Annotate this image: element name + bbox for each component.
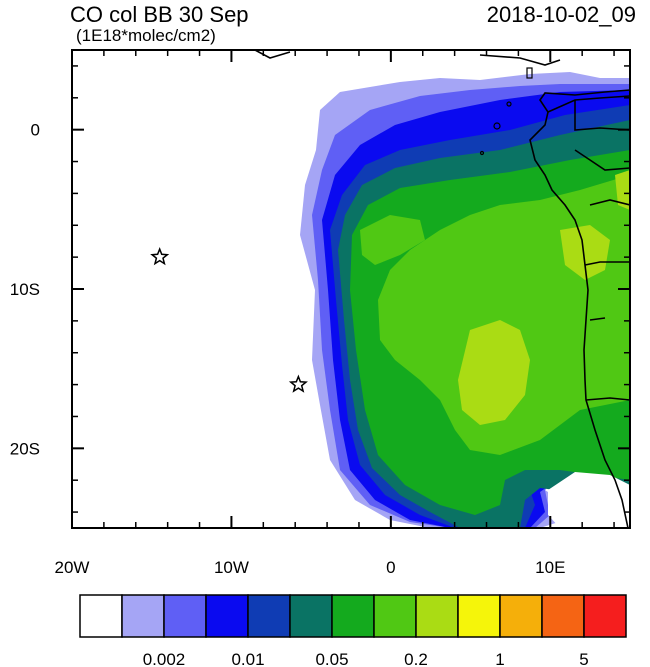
colorbar-label: 0.01 — [231, 650, 264, 667]
islands — [479, 67, 533, 156]
co-column-field — [300, 72, 630, 528]
colorbar-swatch — [205, 594, 249, 638]
star-marker-2 — [288, 374, 308, 393]
star-markers — [150, 247, 308, 393]
map-title: CO col BB 30 Sep — [70, 2, 249, 27]
colorbar-label: 5 — [579, 650, 588, 667]
colorbar-swatch — [373, 594, 417, 638]
colorbar-swatch — [247, 594, 291, 638]
x-tick-label: 20W — [55, 558, 90, 577]
colorbar-swatch — [541, 594, 585, 638]
y-tick-label: 0 — [31, 121, 40, 140]
colorbar-swatch — [289, 594, 333, 638]
x-tick-label: 10E — [535, 558, 565, 577]
axis-ticks: 20W 10W 0 10E 0 10S 20S — [10, 50, 630, 577]
colorbar: 0.002 0.01 0.05 0.2 1 5 — [79, 594, 627, 667]
colorbar-label: 0.002 — [143, 650, 186, 667]
colorbar-label: 1 — [495, 650, 504, 667]
coastlines — [254, 50, 630, 528]
colorbar-swatch — [121, 594, 165, 638]
x-tick-label: 0 — [386, 558, 395, 577]
colorbar-swatch — [457, 594, 501, 638]
colorbar-label: 0.05 — [315, 650, 348, 667]
y-tick-label: 10S — [10, 280, 40, 299]
colorbar-swatch — [79, 594, 123, 638]
colorbar-swatch — [415, 594, 459, 638]
x-tick-label: 10W — [214, 558, 249, 577]
units-label: (1E18*molec/cm2) — [76, 26, 216, 45]
colorbar-swatch — [331, 594, 375, 638]
star-marker-1 — [150, 247, 170, 266]
colorbar-swatch — [163, 594, 207, 638]
colorbar-label: 0.2 — [404, 650, 428, 667]
timestamp-label: 2018-10-02_09 — [486, 2, 636, 27]
y-tick-label: 20S — [10, 439, 40, 458]
colorbar-swatch — [499, 594, 543, 638]
colorbar-swatch — [583, 594, 627, 638]
